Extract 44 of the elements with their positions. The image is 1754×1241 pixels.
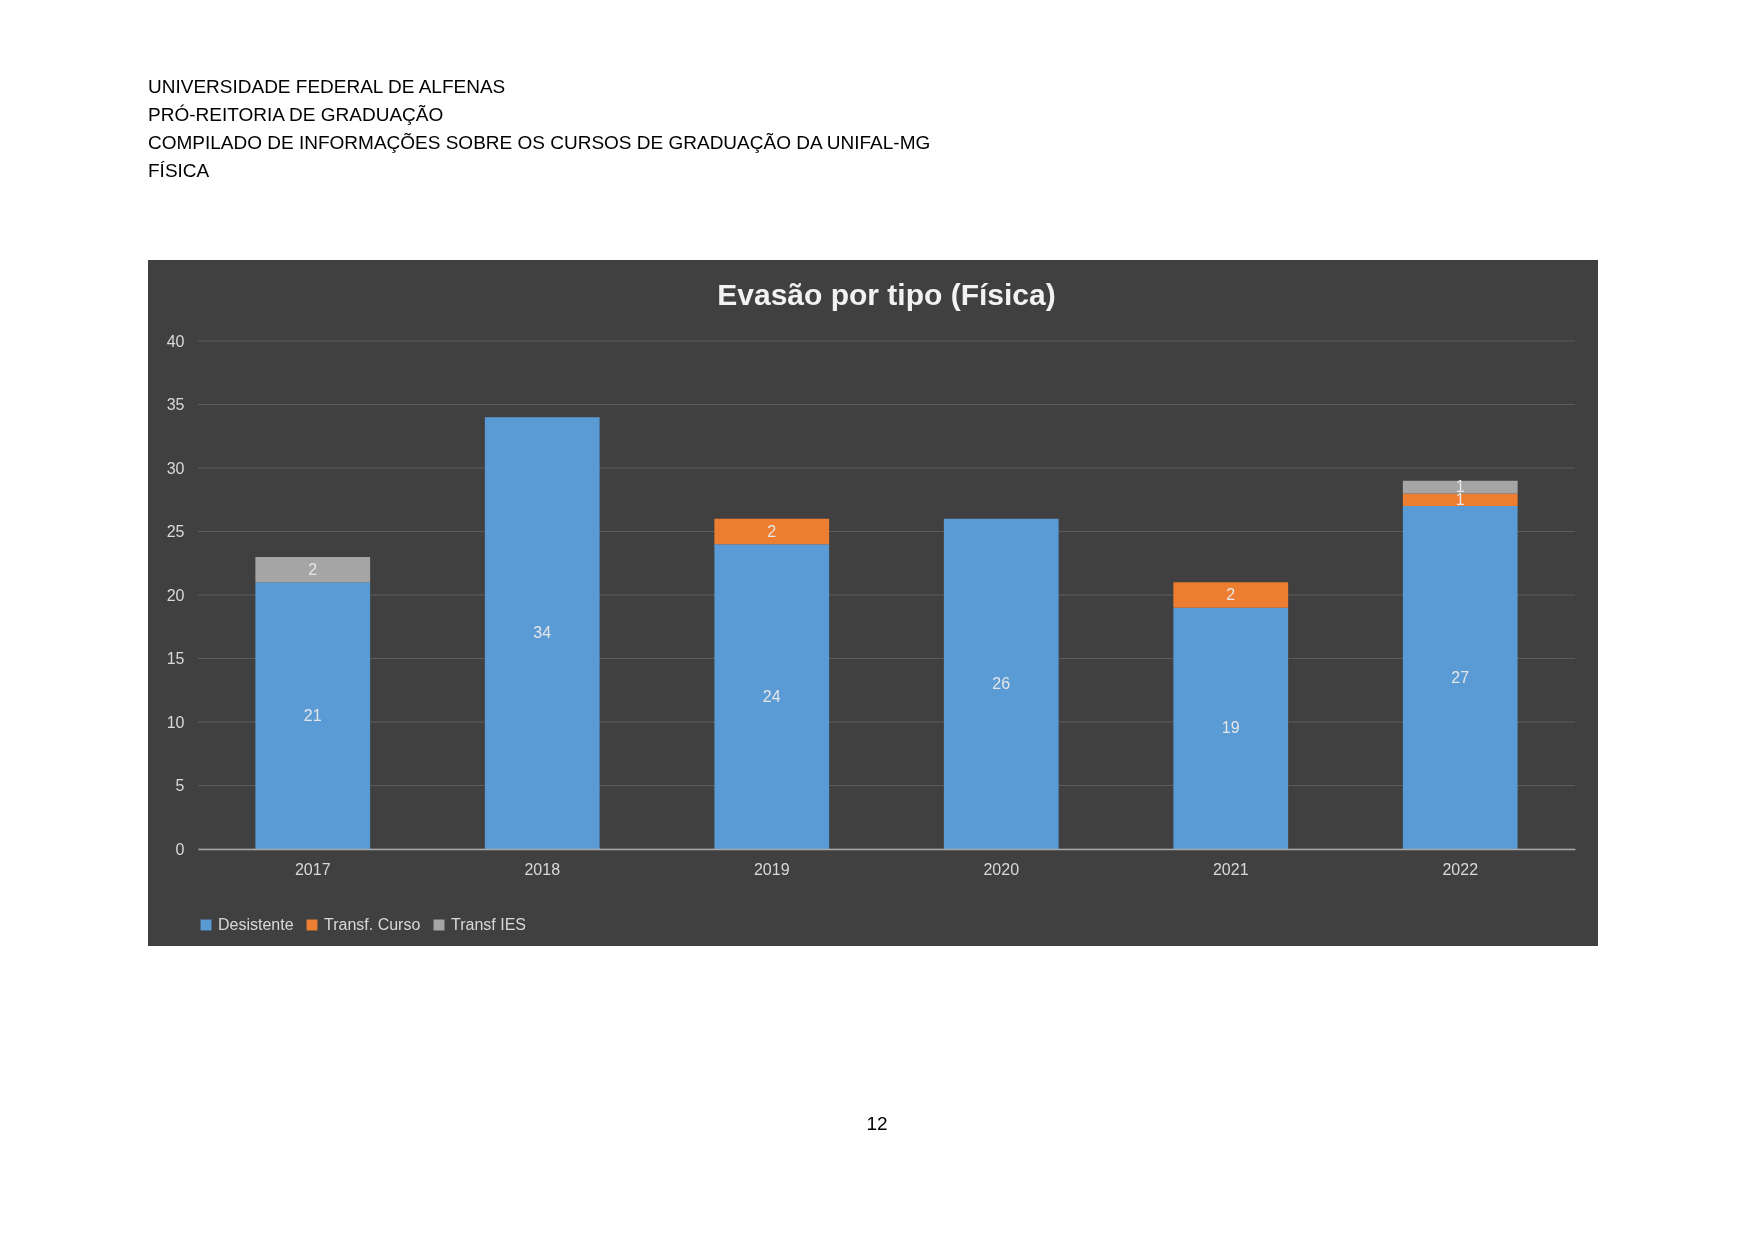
legend-label: Desistente bbox=[218, 916, 294, 933]
data-label: 21 bbox=[303, 706, 322, 724]
text: UNIVERSIDADE FEDERAL DE ALFENAS bbox=[148, 76, 506, 97]
y-tick-label: 20 bbox=[166, 586, 185, 604]
chart-title: Evasão por tipo (Física) bbox=[717, 278, 1056, 311]
bar bbox=[1402, 493, 1518, 507]
y-tick-label: 0 bbox=[175, 840, 185, 858]
x-tick-label: 2019 bbox=[753, 860, 790, 878]
text: 12 bbox=[866, 1113, 888, 1134]
bar bbox=[255, 556, 371, 583]
y-tick-label: 35 bbox=[166, 396, 185, 413]
text: PRÓ-REITORIA DE GRADUAÇÃO bbox=[148, 104, 444, 125]
data-label: 2 bbox=[1226, 586, 1236, 603]
x-tick-label: 2022 bbox=[1442, 860, 1479, 878]
data-label: 2 bbox=[308, 560, 318, 578]
data-label: 19 bbox=[1221, 719, 1240, 737]
data-label: 2 bbox=[767, 522, 777, 540]
x-tick-label: 2020 bbox=[983, 860, 1020, 878]
x-tick-label: 2017 bbox=[294, 860, 331, 878]
data-label: 26 bbox=[992, 674, 1011, 692]
bar bbox=[943, 518, 1059, 849]
x-tick-label: 2021 bbox=[1212, 860, 1249, 878]
bar bbox=[1173, 607, 1289, 849]
bar bbox=[1402, 506, 1518, 849]
text: FÍSICA bbox=[148, 160, 210, 181]
bar bbox=[1173, 582, 1289, 608]
y-tick-label: 30 bbox=[166, 459, 185, 477]
bar bbox=[255, 582, 371, 849]
bar bbox=[1402, 480, 1518, 494]
y-tick-label: 25 bbox=[166, 523, 185, 540]
y-tick-label: 15 bbox=[166, 650, 185, 667]
legend-label: Transf IES bbox=[451, 916, 526, 933]
bar bbox=[714, 518, 830, 545]
data-label: 24 bbox=[762, 687, 781, 705]
data-label: 27 bbox=[1451, 668, 1470, 686]
y-tick-label: 5 bbox=[175, 777, 185, 794]
legend-label: Transf. Curso bbox=[324, 916, 421, 933]
y-tick-label: 40 bbox=[166, 332, 185, 350]
data-label: 34 bbox=[533, 624, 552, 642]
bar bbox=[484, 417, 600, 849]
text: COMPILADO DE INFORMAÇÕES SOBRE OS CURSOS DE GRADUAÇÃO DA UNIFAL-MG bbox=[148, 132, 931, 153]
bar bbox=[714, 544, 830, 849]
y-tick-label: 10 bbox=[166, 713, 185, 731]
x-tick-label: 2018 bbox=[524, 860, 561, 878]
